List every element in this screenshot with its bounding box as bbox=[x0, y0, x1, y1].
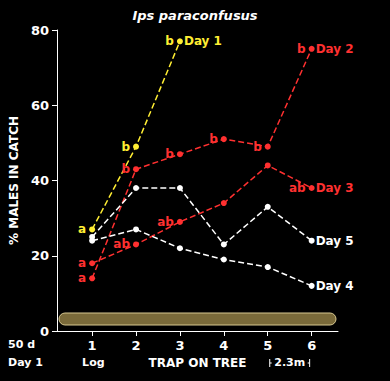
svg-text:b: b bbox=[209, 132, 218, 146]
svg-text:a: a bbox=[78, 222, 86, 236]
svg-text:TRAP ON TREE: TRAP ON TREE bbox=[149, 356, 247, 370]
svg-text:5: 5 bbox=[263, 338, 272, 353]
svg-text:4: 4 bbox=[219, 338, 228, 353]
svg-text:% MALES IN CATCH: % MALES IN CATCH bbox=[7, 116, 21, 245]
svg-text:60: 60 bbox=[31, 98, 49, 113]
svg-text:Log: Log bbox=[82, 356, 104, 369]
svg-text:b: b bbox=[297, 42, 306, 56]
svg-text:6: 6 bbox=[307, 338, 316, 353]
svg-text:1: 1 bbox=[88, 338, 97, 353]
svg-text:ab: ab bbox=[157, 215, 174, 229]
svg-text:2: 2 bbox=[132, 338, 141, 353]
svg-text:a: a bbox=[78, 271, 86, 285]
svg-text:80: 80 bbox=[31, 23, 49, 38]
svg-text:40: 40 bbox=[31, 173, 49, 188]
svg-text:a: a bbox=[78, 256, 86, 270]
svg-text:Ips paraconfusus: Ips paraconfusus bbox=[132, 8, 257, 23]
svg-text:0: 0 bbox=[40, 324, 49, 339]
svg-text:20: 20 bbox=[31, 248, 49, 263]
svg-text:b: b bbox=[121, 162, 130, 176]
svg-text:b: b bbox=[165, 147, 174, 161]
svg-text:b: b bbox=[165, 34, 174, 48]
svg-text:2.3m: 2.3m bbox=[274, 356, 305, 369]
svg-text:Day 3: Day 3 bbox=[316, 181, 354, 195]
svg-text:Day 1: Day 1 bbox=[184, 34, 222, 48]
svg-text:Day 2: Day 2 bbox=[316, 42, 354, 56]
svg-text:b: b bbox=[121, 140, 130, 154]
svg-text:Day 5: Day 5 bbox=[316, 234, 354, 248]
svg-text:3: 3 bbox=[175, 338, 184, 353]
svg-text:ab: ab bbox=[289, 181, 306, 195]
svg-text:ab: ab bbox=[113, 237, 130, 251]
svg-text:50 d: 50 d bbox=[8, 338, 35, 351]
svg-text:Day 1: Day 1 bbox=[8, 356, 43, 369]
svg-text:b: b bbox=[253, 140, 262, 154]
svg-text:Day 4: Day 4 bbox=[316, 279, 354, 293]
